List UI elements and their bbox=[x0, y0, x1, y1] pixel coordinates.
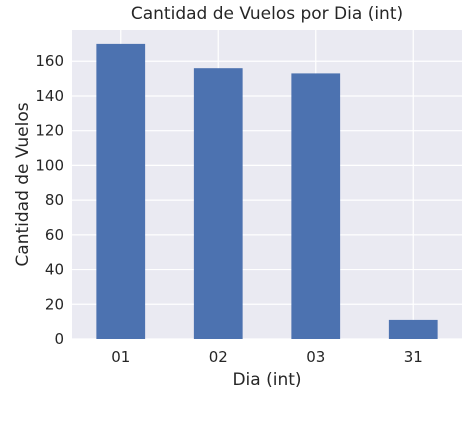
x-tick-label: 31 bbox=[404, 348, 423, 366]
x-tick-label: 03 bbox=[306, 348, 325, 366]
y-tick-label: 40 bbox=[45, 261, 64, 279]
y-axis-title: Cantidad de Vuelos bbox=[13, 102, 33, 266]
bars bbox=[96, 43, 438, 340]
y-tick-label: 80 bbox=[45, 191, 64, 209]
chart-title: Cantidad de Vuelos por Dia (int) bbox=[131, 4, 403, 24]
y-tick-label: 0 bbox=[54, 330, 64, 348]
y-tick-label: 140 bbox=[35, 87, 64, 105]
x-tick-label: 02 bbox=[209, 348, 228, 366]
y-axis-ticks: 0 20 40 60 80 100 120 140 160 bbox=[35, 52, 64, 348]
y-tick-label: 20 bbox=[45, 295, 64, 313]
bar-02 bbox=[193, 68, 243, 339]
y-tick-label: 60 bbox=[45, 226, 64, 244]
bar-03 bbox=[291, 73, 341, 340]
x-tick-label: 01 bbox=[111, 348, 130, 366]
y-tick-label: 100 bbox=[35, 156, 64, 174]
bar-31 bbox=[388, 319, 438, 339]
y-tick-label: 160 bbox=[35, 52, 64, 70]
x-axis-title: Dia (int) bbox=[232, 370, 301, 390]
x-axis-ticks: 01 02 03 31 bbox=[111, 348, 423, 366]
bar-01 bbox=[96, 43, 146, 340]
y-tick-label: 120 bbox=[35, 122, 64, 140]
